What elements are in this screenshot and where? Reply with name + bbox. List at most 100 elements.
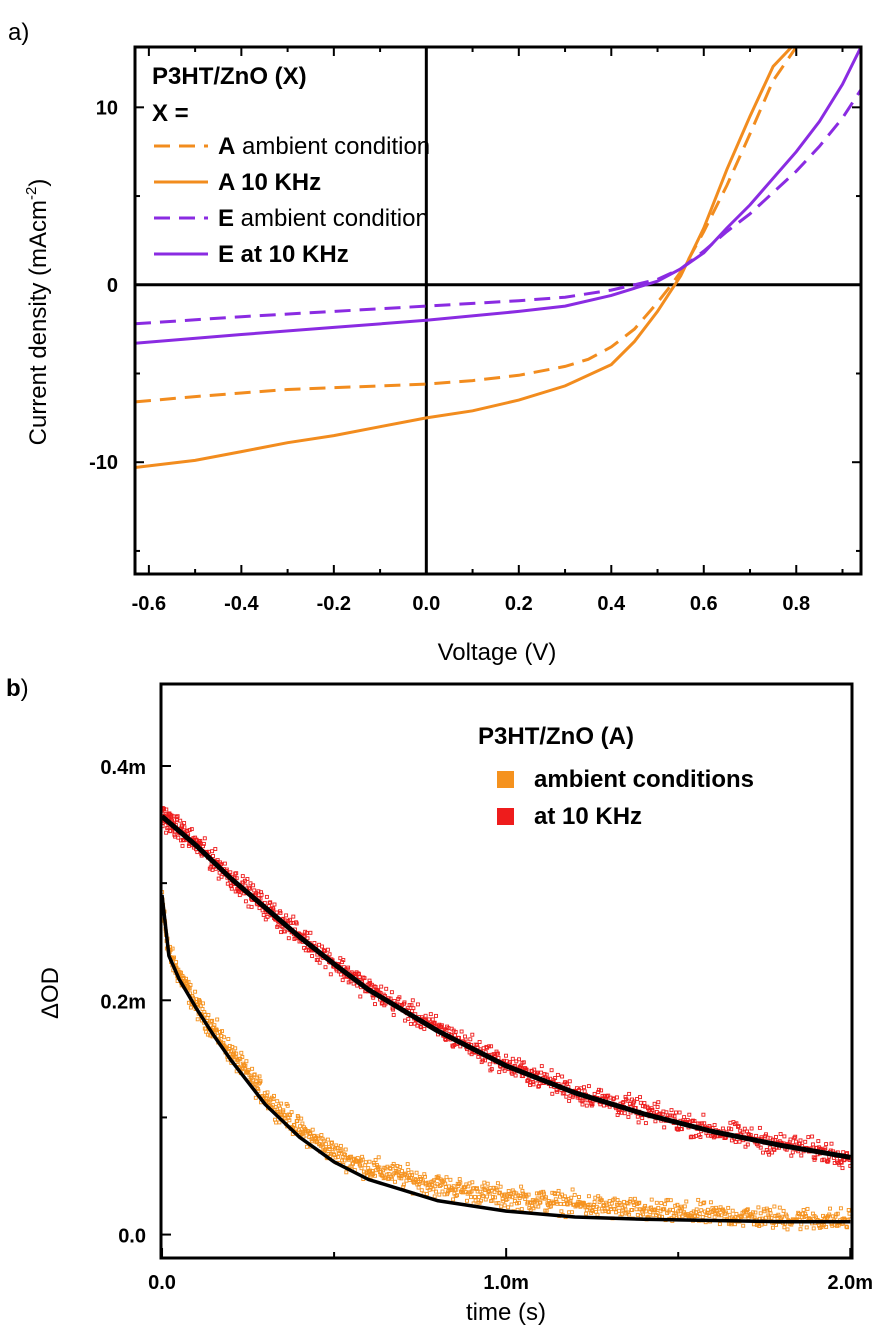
panel-b-point [462,1185,467,1190]
panel-b-point [430,1017,435,1022]
panel-b-point [222,861,227,866]
panel-b-point [805,1206,810,1211]
panel-b-point [497,1070,502,1075]
panel-b-point [391,1161,396,1166]
panel-b-point [310,1127,315,1132]
panel-b-point [267,900,272,905]
panel-b-point [494,1201,499,1206]
panel-b-point [581,1098,586,1103]
panel-b-point [224,867,229,872]
panel-b-point [800,1215,805,1220]
panel-b-point [389,990,394,995]
panel-b-point [432,1194,437,1199]
panel-b-point [259,892,264,897]
panel-b-point [797,1141,802,1146]
panel-b-point [215,858,220,863]
panel-b-point [245,877,250,881]
panel-b-point [669,1108,674,1113]
panel-b-point [652,1101,657,1106]
panel-b-point [187,986,192,991]
panel-b-point [510,1056,515,1061]
panel-b-point [517,1196,522,1201]
panel-b-point [323,1147,328,1152]
panel-b-point [243,899,248,904]
panel-b-point [272,902,277,907]
panel-b-point [689,1134,694,1139]
panel-b-point [632,1196,637,1201]
panel-b-point [252,888,257,893]
panel-b-point [544,1195,548,1200]
panel-b-point [376,1155,381,1160]
panel-b-point [740,1130,745,1135]
panel-b-fit-line-0 [161,894,851,1224]
panel-b-point [428,1012,433,1017]
panel-b-point [495,1187,500,1192]
panel-b-point [810,1142,815,1147]
panel-b-point [327,1147,332,1151]
panel-b-point [240,1055,245,1059]
panel-b-point [596,1194,601,1199]
panel-b-point [665,1113,670,1118]
panel-b-point [562,1090,567,1095]
panel-b-point [499,1204,504,1209]
panel-b-point [816,1139,821,1144]
panel-b-point [258,896,263,901]
panel-b-point [592,1199,597,1204]
panel-b-point [465,1198,469,1203]
panel-b-point [278,1106,282,1111]
panel-b-point [599,1198,604,1203]
panel-b-point [550,1091,555,1096]
panel-b-point [730,1208,735,1213]
panel-b-point [782,1134,787,1139]
panel-b-point [582,1089,587,1094]
panel-b-point [490,1198,495,1203]
panel-b-point [185,828,190,833]
panel-b-point [827,1212,832,1217]
panel-b-point [627,1199,632,1204]
panel-b-point [553,1076,558,1080]
panel-b-point [481,1193,485,1198]
panel-b-point [305,936,310,941]
panel-b-point [182,825,187,830]
panel-b-point [206,1013,211,1017]
panel-b-point [782,1225,787,1230]
panel-b-point [753,1210,758,1215]
panel-b-point [538,1200,543,1205]
panel-b-point [278,910,283,915]
panel-b-point [596,1206,601,1211]
panel-b-point [485,1194,489,1199]
panel-b-point [232,1057,237,1062]
panel-b-point [384,986,389,991]
panel-b-fit-line-1 [161,814,851,1160]
panel-b-point [475,1043,479,1047]
panel-b-point [210,1018,215,1023]
panel-b-point [320,944,324,949]
panel-b-point [264,1094,269,1099]
panel-b-point [584,1211,589,1216]
panel-b-point [531,1082,536,1087]
panel-b-point [300,1121,305,1126]
panel-b-point [257,1074,262,1079]
panel-b-point [757,1125,762,1130]
panel-b-point [828,1206,832,1211]
panel-b-point [277,1120,282,1125]
panel-b-point [650,1107,655,1112]
panel-b-point [251,883,256,888]
panel-b-point [182,821,187,825]
panel-b-point [400,1169,404,1174]
panel-b-point [687,1112,692,1117]
panel-a-series-line-0 [135,47,798,404]
panel-b-point [512,1190,517,1195]
panel-b-point [243,883,248,888]
panel-b-point [451,1184,456,1189]
panel-b-point [291,914,296,919]
panel-b-point [534,1191,539,1196]
panel-b-point [306,948,311,953]
panel-b-point [756,1205,761,1210]
panel-b-point [289,1110,294,1115]
panel-b-point [654,1109,659,1114]
panel-b-point [244,1059,249,1064]
panel-b-point [356,971,361,976]
panel-b-point [677,1110,682,1115]
panel-b-point [448,1177,453,1182]
